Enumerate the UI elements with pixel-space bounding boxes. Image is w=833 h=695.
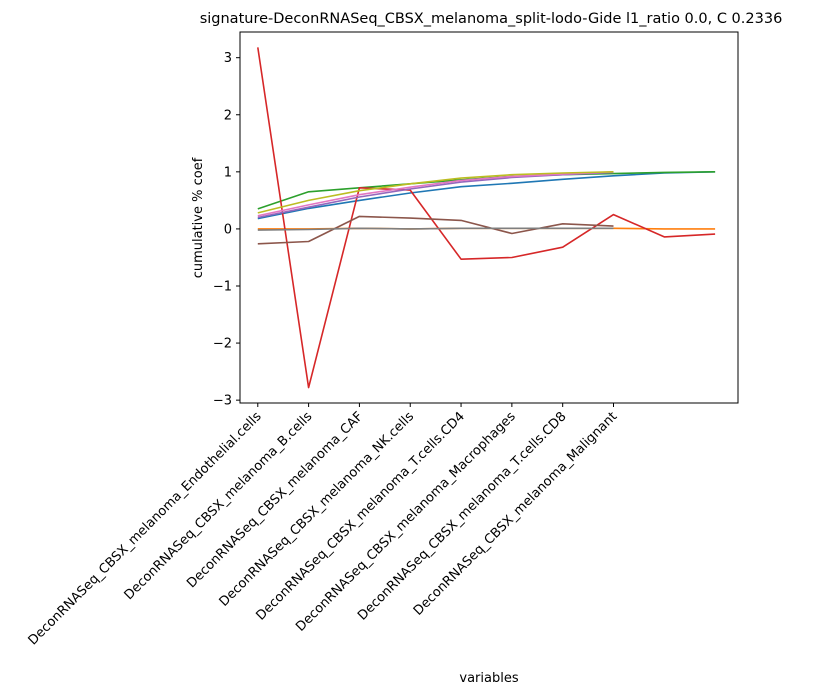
y-axis-label: cumulative % coef	[191, 157, 206, 278]
series-line-6	[257, 215, 614, 245]
series-line-9	[257, 171, 614, 214]
y-tick-label: −3	[213, 394, 232, 409]
series-line-4	[257, 47, 716, 389]
x-tick-label: DeconRNASeq_CBSX_melanoma_NK.cells	[217, 409, 418, 610]
y-tick-label: −1	[213, 279, 232, 294]
x-axis: DeconRNASeq_CBSX_melanoma_Endothelial.ce…	[26, 403, 620, 648]
plot-area	[239, 31, 739, 404]
series-line-8	[257, 227, 614, 231]
x-tick-label: DeconRNASeq_CBSX_melanoma_CAF	[184, 409, 366, 591]
y-tick-label: 0	[224, 222, 232, 237]
y-tick-label: 3	[224, 51, 232, 66]
y-axis: 3 2 1 0 −1 −2 −3	[213, 51, 240, 409]
y-tick-label: −2	[213, 337, 232, 352]
x-tick-label: DeconRNASeq_CBSX_melanoma_Endothelial.ce…	[26, 409, 265, 648]
series-line-1	[257, 171, 716, 220]
y-tick-label: 2	[224, 108, 232, 123]
series-line-7	[257, 171, 614, 217]
series-lines	[257, 47, 716, 389]
chart-title: signature-DeconRNASeq_CBSX_melanoma_spli…	[200, 11, 783, 27]
y-tick-label: 1	[224, 165, 232, 180]
x-tick-label: DeconRNASeq_CBSX_melanoma_B.cells	[122, 409, 316, 603]
x-axis-label: variables	[459, 671, 518, 686]
